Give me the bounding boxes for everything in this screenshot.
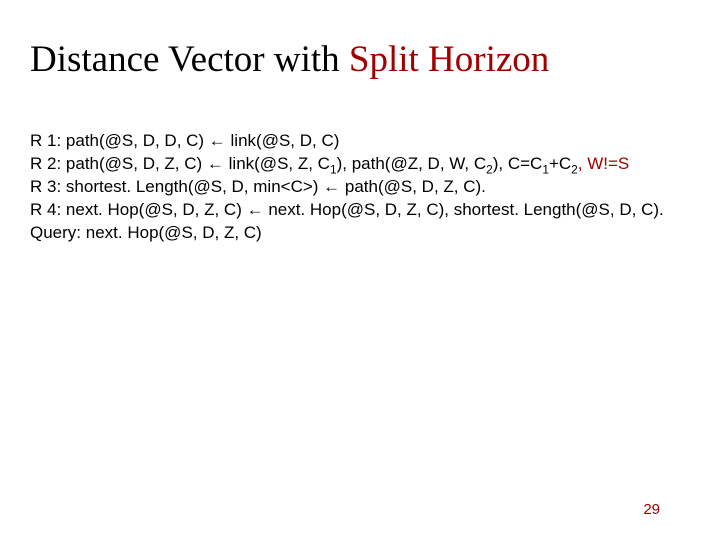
rule-r1: R 1: path(@S, D, D, C) ← link(@S, D, C) [30,130,690,153]
rule-mid: ), C=C [493,154,543,173]
slide-body: R 1: path(@S, D, D, C) ← link(@S, D, C) … [30,130,690,245]
rule-r2: R 2: path(@S, D, Z, C) ← link(@S, Z, C1)… [30,153,690,176]
rule-text: next. Hop(@S, D, Z, C) [81,223,262,242]
rule-label: R 1: [30,131,61,150]
rule-query: Query: next. Hop(@S, D, Z, C) [30,222,690,245]
rule-r4: R 4: next. Hop(@S, D, Z, C) ← next. Hop(… [30,199,690,222]
rule-text: next. Hop(@S, D, Z, C) ← next. Hop(@S, D… [61,200,664,219]
sub: 1 [542,162,549,176]
rule-label: R 3: [30,177,61,196]
rule-addendum: W!=S [587,154,629,173]
rule-comma: , [578,154,587,173]
rule-mid: +C [549,154,571,173]
rule-text: path(@S, D, D, C) ← link(@S, D, C) [61,131,339,150]
sub: 1 [330,162,337,176]
rule-r3: R 3: shortest. Length(@S, D, min<C>) ← p… [30,176,690,199]
slide-title: Distance Vector with Split Horizon [30,38,690,81]
page-number: 29 [643,501,660,518]
rule-text: shortest. Length(@S, D, min<C>) ← path(@… [61,177,486,196]
rule-label: R 4: [30,200,61,219]
title-part2: Split Horizon [349,39,549,80]
rule-pre: path(@S, D, Z, C) ← link(@S, Z, C [61,154,330,173]
sub: 2 [486,162,493,176]
sub: 2 [571,162,578,176]
rule-mid: ), path(@Z, D, W, C [337,154,487,173]
rule-label: R 2: [30,154,61,173]
title-part1: Distance Vector with [30,39,349,80]
slide: Distance Vector with Split Horizon R 1: … [0,0,720,540]
rule-label: Query: [30,223,81,242]
